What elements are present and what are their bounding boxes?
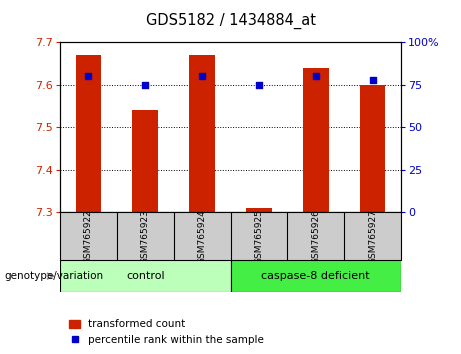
- Bar: [230, 260, 401, 292]
- Bar: [76, 55, 101, 212]
- Point: [369, 77, 376, 83]
- Point: [255, 82, 263, 88]
- Point: [85, 74, 92, 79]
- Bar: [246, 208, 272, 212]
- Legend: transformed count, percentile rank within the sample: transformed count, percentile rank withi…: [65, 315, 268, 349]
- Text: GSM765926: GSM765926: [311, 209, 320, 264]
- Text: control: control: [126, 271, 165, 281]
- Text: GSM765927: GSM765927: [368, 209, 377, 264]
- Text: GSM765923: GSM765923: [141, 209, 150, 264]
- Text: GSM765922: GSM765922: [84, 209, 93, 264]
- Bar: [60, 260, 230, 292]
- Bar: [360, 85, 385, 212]
- Text: caspase-8 deficient: caspase-8 deficient: [261, 271, 370, 281]
- Bar: [303, 68, 329, 212]
- Text: GSM765924: GSM765924: [198, 209, 207, 264]
- Point: [312, 74, 319, 79]
- Text: genotype/variation: genotype/variation: [5, 271, 104, 281]
- Text: GSM765925: GSM765925: [254, 209, 263, 264]
- Point: [198, 74, 206, 79]
- Bar: [132, 110, 158, 212]
- Text: GDS5182 / 1434884_at: GDS5182 / 1434884_at: [146, 12, 315, 29]
- Bar: [189, 55, 215, 212]
- Point: [142, 82, 149, 88]
